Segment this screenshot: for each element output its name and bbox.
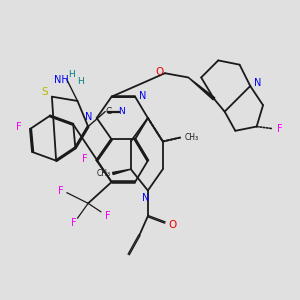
Text: N: N xyxy=(139,91,146,101)
Text: NH: NH xyxy=(54,75,69,85)
Text: F: F xyxy=(71,218,77,228)
Text: N: N xyxy=(254,78,262,88)
Text: F: F xyxy=(104,211,110,221)
Polygon shape xyxy=(112,169,131,175)
Text: F: F xyxy=(82,154,88,164)
Text: N: N xyxy=(142,193,149,203)
Text: O: O xyxy=(155,68,164,77)
Text: F: F xyxy=(277,124,283,134)
Text: H: H xyxy=(77,77,84,86)
Text: O: O xyxy=(169,220,177,230)
Text: S: S xyxy=(41,87,47,98)
Text: N: N xyxy=(118,107,125,116)
Text: F: F xyxy=(16,122,21,131)
Text: H: H xyxy=(69,70,75,79)
Text: CH₃: CH₃ xyxy=(96,169,111,178)
Text: CH₃: CH₃ xyxy=(184,133,198,142)
Text: N: N xyxy=(85,112,93,122)
Text: C: C xyxy=(106,107,112,116)
Text: F: F xyxy=(58,185,63,196)
Polygon shape xyxy=(188,77,215,100)
